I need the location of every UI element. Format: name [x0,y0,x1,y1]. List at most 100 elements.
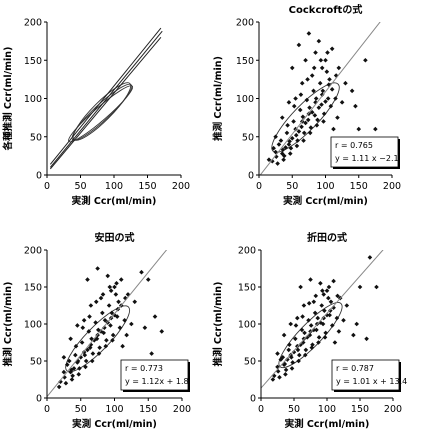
scatter-point [296,42,302,48]
scatter-point [100,310,105,316]
scatter-point [83,358,89,364]
scatter-point [313,100,318,105]
scatter-point [288,145,294,151]
scatter-point [283,372,288,377]
scatter-point [304,97,310,103]
scatter-point [367,255,373,260]
scatter-point [117,325,123,330]
scatter-point [308,323,314,328]
y-tick-label: 100 [24,94,42,105]
scatter-point [61,355,67,360]
scatter-point [321,111,327,117]
scatter-point [336,65,342,71]
scatter-point [110,332,116,338]
scatter-point [299,327,305,333]
scatter-point [322,308,327,313]
scatter-point [276,142,282,147]
scatter-point [287,151,293,156]
scatter-point [114,314,120,319]
scatter-point [306,318,311,323]
scatter-point [122,318,127,323]
scatter-point [149,351,154,356]
scatter-point [279,115,285,120]
scatter-point [296,358,301,364]
stats-box [331,359,400,391]
scatter-point [103,343,109,349]
scatter-point [68,369,73,375]
y-tick-label: 50 [242,132,254,143]
scatter-point [76,372,82,377]
scatter-point [313,293,319,299]
stats-r: r = 0.773 [125,364,163,373]
scatter-point [101,330,106,336]
y-tick-label: 150 [238,283,256,294]
scatter-point [104,337,109,343]
scatter-point [118,277,124,282]
scatter-point [270,377,276,382]
scatter-point [108,288,114,293]
scatter-point [89,358,95,364]
x-tick-label: 100 [316,181,334,192]
scatter-point [105,273,111,279]
scatter-point [289,366,295,371]
x-tick-label: 50 [288,404,300,415]
scatter-point [335,293,340,299]
x-tick-label: 200 [173,404,191,415]
x-tick-label: 100 [105,181,123,192]
scatter-point [100,292,106,297]
scatter-point [271,373,277,379]
scatter-point [275,351,280,356]
scatter-point [293,323,299,328]
stats-equation: y = 1.11 x −2.1 [335,154,399,163]
scatter-point [331,278,336,284]
scatter-point [293,96,298,101]
scatter-point [277,374,282,380]
scatter-point [357,284,363,290]
chart-title: 折田の式 [307,231,347,244]
scatter-point [333,96,338,101]
scatter-point [294,143,300,149]
scatter-point [308,125,314,130]
scatter-point [329,87,335,92]
chart-panel-4: 折田の式 0 50 100 150 200 0 50 100 150 200 実測 Ccr(ml/mi… [212,231,407,430]
scatter-point [289,135,295,141]
scatter-point [132,299,138,305]
scatter-point [87,314,92,319]
scatter-point [96,351,102,356]
scatter-point [73,352,78,358]
scatter-point [283,367,289,373]
scatter-point [326,295,331,301]
scatter-point [332,340,338,345]
scatter-point [323,99,328,104]
scatter-point [312,113,318,118]
scatter-point [286,100,292,105]
scatter-point [64,362,70,367]
stats-r: r = 0.765 [335,141,373,150]
x-tick-label: 150 [351,404,369,415]
scatter-point [142,325,148,330]
y-tick-label: 200 [236,18,254,29]
scatter-point [280,147,286,153]
chart-panel-3: 安田の式 0 50 100 150 200 0 50 100 150 200 実測 Ccr(ml/mi… [2,231,191,430]
scatter-point [298,92,304,97]
x-tick-label: 150 [350,181,368,192]
y-axis-label: 推測 Ccr(ml/min) [212,282,224,367]
scatter-point [87,345,93,350]
scatter-point [320,288,325,293]
scatter-point [81,318,87,323]
scatter-point [320,88,326,94]
scatter-point [343,80,348,86]
y-tick-label: 0 [248,171,254,182]
x-tick-label: 200 [383,181,401,192]
y-axis-label: 推測 Ccr(ml/min) [212,56,224,141]
scatter-point [83,364,88,370]
scatter-point [289,355,294,360]
y-tick-label: 100 [238,320,256,331]
scatter-point [69,377,75,382]
scatter-point [295,138,300,143]
scatter-point [108,323,113,328]
scatter-point [325,96,331,101]
scatter-point [124,332,129,338]
scatter-point [306,300,312,306]
scatter-point [296,129,302,134]
